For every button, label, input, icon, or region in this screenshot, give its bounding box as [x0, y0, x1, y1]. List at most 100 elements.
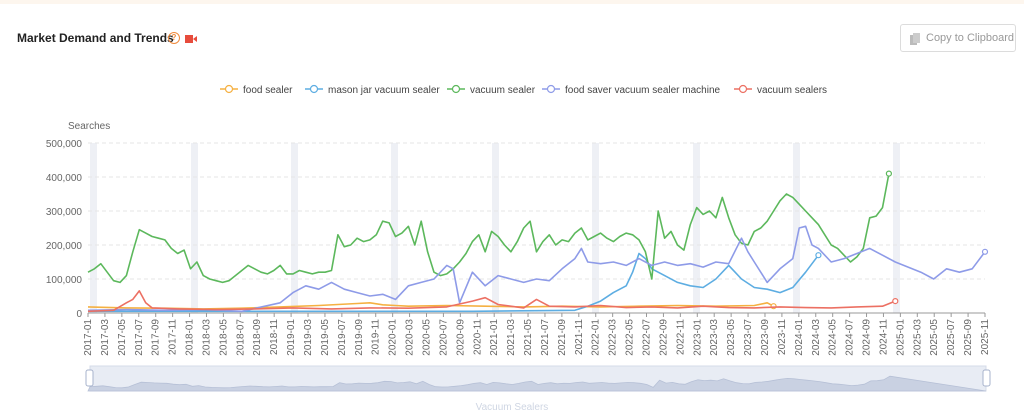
x-tick-label: 2020-01 — [388, 319, 399, 356]
x-tick-label: 2018-07 — [235, 319, 246, 356]
series-line — [87, 225, 986, 313]
legend-marker — [546, 84, 556, 94]
y-tick-label: 300,000 — [46, 207, 83, 218]
x-tick-label: 2024-07 — [845, 319, 856, 356]
x-tick-label: 2022-07 — [642, 319, 653, 356]
x-tick-label: 2021-11 — [574, 319, 585, 355]
x-tick-label: 2023-03 — [709, 319, 720, 356]
x-tick-label: 2021-07 — [540, 319, 551, 356]
x-tick-label: 2019-11 — [371, 319, 382, 355]
legend-item[interactable]: vacuum sealer — [447, 84, 536, 96]
y-tick-label: 400,000 — [46, 173, 83, 184]
y-tick-label: 0 — [76, 309, 82, 320]
x-axis: 2017-01 2017-03 2017-05 2017-07 2017-09 2017-… — [83, 313, 991, 356]
x-tick-label: 2022-05 — [625, 319, 636, 356]
legend-item[interactable]: food saver vacuum sealer machine — [542, 84, 721, 96]
x-tick-label: 2018-05 — [218, 319, 229, 356]
year-band — [90, 143, 97, 313]
x-tick-label: 2018-11 — [269, 319, 280, 355]
legend-label: food saver vacuum sealer machine — [565, 85, 721, 96]
series-lines — [87, 170, 989, 313]
x-tick-label: 2023-01 — [692, 319, 703, 356]
legend-label: vacuum sealer — [470, 85, 536, 96]
legend: food sealer mason jar vacuum sealer vacuum… — [220, 84, 827, 96]
x-tick-label: 2021-01 — [489, 319, 500, 356]
legend-item[interactable]: food sealer — [220, 84, 293, 96]
year-band — [492, 143, 499, 313]
x-tick-label: 2025-05 — [929, 319, 940, 356]
x-tick-label: 2021-05 — [523, 319, 534, 356]
x-tick-label: 2022-11 — [675, 319, 686, 355]
series-line — [88, 252, 820, 313]
zoom-handle-left[interactable] — [85, 369, 94, 387]
year-band — [893, 143, 900, 313]
x-tick-label: 2017-07 — [134, 319, 145, 356]
chart-watermark: Vacuum Sealers — [475, 402, 549, 413]
x-tick-label: 2020-03 — [405, 319, 416, 356]
year-band — [793, 143, 800, 313]
x-tick-label: 2024-03 — [811, 319, 822, 356]
x-tick-label: 2025-01 — [895, 319, 906, 356]
x-tick-label: 2023-11 — [777, 319, 788, 355]
x-tick-label: 2024-11 — [878, 319, 889, 355]
x-tick-label: 2017-05 — [117, 319, 128, 356]
legend-label: vacuum sealers — [757, 85, 827, 96]
zoom-slider[interactable] — [85, 365, 991, 392]
copy-to-clipboard-button[interactable]: Copy to Clipboard — [900, 24, 1016, 52]
x-tick-label: 2022-01 — [591, 319, 602, 356]
x-tick-label: 2021-03 — [506, 319, 517, 356]
x-tick-label: 2025-03 — [912, 319, 923, 356]
x-tick-label: 2020-11 — [472, 319, 483, 355]
series-line — [87, 302, 774, 310]
x-tick-label: 2018-09 — [252, 319, 263, 356]
x-tick-label: 2024-01 — [794, 319, 805, 356]
x-tick-label: 2019-05 — [320, 319, 331, 356]
legend-item[interactable]: mason jar vacuum sealer — [305, 84, 440, 96]
x-tick-label: 2021-09 — [557, 319, 568, 356]
x-tick-label: 2024-09 — [862, 319, 873, 356]
video-icon[interactable] — [185, 35, 197, 43]
legend-label: food sealer — [243, 85, 293, 96]
year-band — [693, 143, 700, 313]
year-band — [391, 143, 398, 313]
x-tick-label: 2020-05 — [421, 319, 432, 356]
series-end-point — [892, 298, 899, 305]
y-tick-label: 500,000 — [46, 139, 83, 150]
copy-button-label: Copy to Clipboard — [926, 32, 1015, 44]
x-tick-label: 2018-03 — [201, 319, 212, 356]
help-icon[interactable]: ? — [168, 32, 180, 44]
x-tick-label: 2017-01 — [83, 319, 94, 356]
x-tick-label: 2025-09 — [963, 319, 974, 356]
x-tick-label: 2025-11 — [980, 319, 991, 355]
x-tick-label: 2017-03 — [100, 319, 111, 356]
year-band — [291, 143, 298, 313]
legend-marker — [309, 84, 319, 94]
year-band — [191, 143, 198, 313]
series-end-point — [885, 170, 892, 177]
series-end-point — [815, 252, 822, 259]
x-tick-label: 2023-09 — [760, 319, 771, 356]
x-tick-label: 2019-07 — [337, 319, 348, 356]
x-tick-label: 2019-09 — [354, 319, 365, 356]
y-axis: 0 100,000 200,000 300,000 400,000 500,000 — [46, 139, 985, 320]
x-tick-label: 2023-07 — [743, 319, 754, 356]
series-end-point — [981, 248, 989, 255]
x-tick-label: 2020-07 — [438, 319, 449, 356]
zoom-handle-right[interactable] — [982, 369, 991, 387]
legend-item[interactable]: vacuum sealers — [734, 84, 827, 96]
legend-marker — [738, 84, 748, 94]
legend-label: mason jar vacuum sealer — [328, 85, 440, 96]
x-tick-label: 2017-11 — [168, 319, 179, 355]
x-tick-label: 2024-05 — [828, 319, 839, 356]
legend-marker — [224, 84, 234, 94]
top-strip — [0, 0, 1024, 4]
year-band — [592, 143, 599, 313]
x-tick-label: 2019-03 — [303, 319, 314, 356]
x-tick-label: 2022-03 — [608, 319, 619, 356]
x-tick-label: 2023-05 — [726, 319, 737, 356]
x-tick-label: 2025-07 — [946, 319, 957, 356]
legend-marker — [451, 84, 461, 94]
series-line — [87, 173, 890, 284]
x-tick-label: 2018-01 — [185, 319, 196, 356]
